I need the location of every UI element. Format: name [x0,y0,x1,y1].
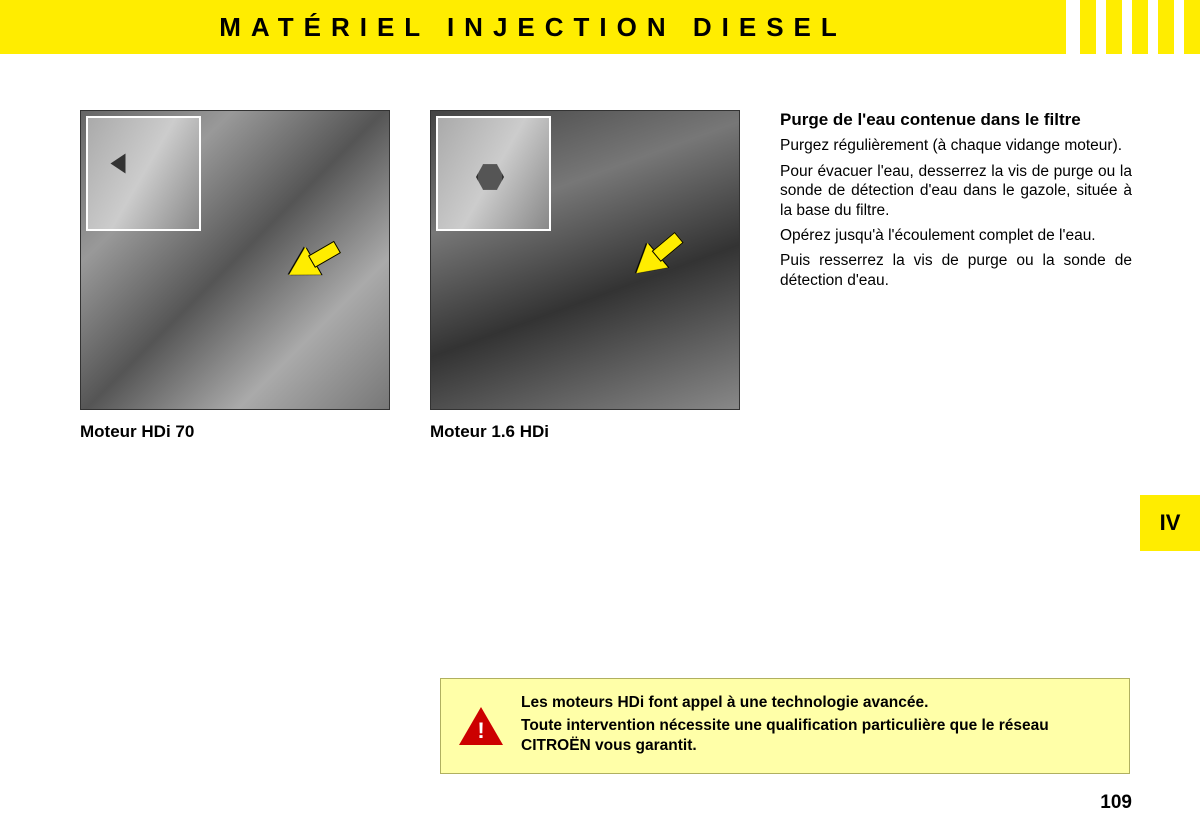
body-paragraph: Purgez régulièrement (à chaque vidange m… [780,136,1132,155]
marker-icon [111,154,126,174]
page-number: 109 [1100,792,1132,814]
warning-line: Toute intervention nécessite une qualifi… [521,716,1111,756]
section-tab: IV [1140,495,1200,551]
engine-photo-16hdi [430,110,740,410]
stripe [1080,0,1096,54]
header-bar: MATÉRIEL INJECTION DIESEL [0,0,1066,54]
body-paragraph: Pour évacuer l'eau, desserrez la vis de … [780,162,1132,220]
warning-icon: ! [459,707,503,745]
stripe [1106,0,1122,54]
section-heading: Purge de l'eau contenue dans le filtre [780,110,1132,130]
page-title: MATÉRIEL INJECTION DIESEL [219,12,847,43]
photo-placeholder [431,111,739,409]
image-caption-left: Moteur HDi 70 [80,422,390,442]
engine-photo-hdi70 [80,110,390,410]
stripe [1132,0,1148,54]
body-paragraph: Puis resserrez la vis de purge ou la son… [780,251,1132,290]
warning-line: Les moteurs HDi font appel à une technol… [521,693,1111,713]
inset-detail [436,116,551,231]
image-block-left: Moteur HDi 70 [80,110,390,442]
photo-placeholder [81,111,389,409]
text-column: Purge de l'eau contenue dans le filtre P… [780,110,1132,442]
warning-text: Les moteurs HDi font appel à une technol… [521,693,1111,759]
image-caption-right: Moteur 1.6 HDi [430,422,740,442]
hex-marker-icon [476,163,504,191]
section-tab-label: IV [1160,510,1181,536]
stripe [1184,0,1200,54]
content-area: Moteur HDi 70 Moteur 1.6 HDi Purge de l'… [80,110,1132,442]
image-block-right: Moteur 1.6 HDi [430,110,740,442]
inset-detail [86,116,201,231]
body-paragraph: Opérez jusqu'à l'écoulement complet de l… [780,226,1132,245]
stripe [1158,0,1174,54]
warning-box: ! Les moteurs HDi font appel à une techn… [440,678,1130,774]
header-stripes [1080,0,1200,54]
